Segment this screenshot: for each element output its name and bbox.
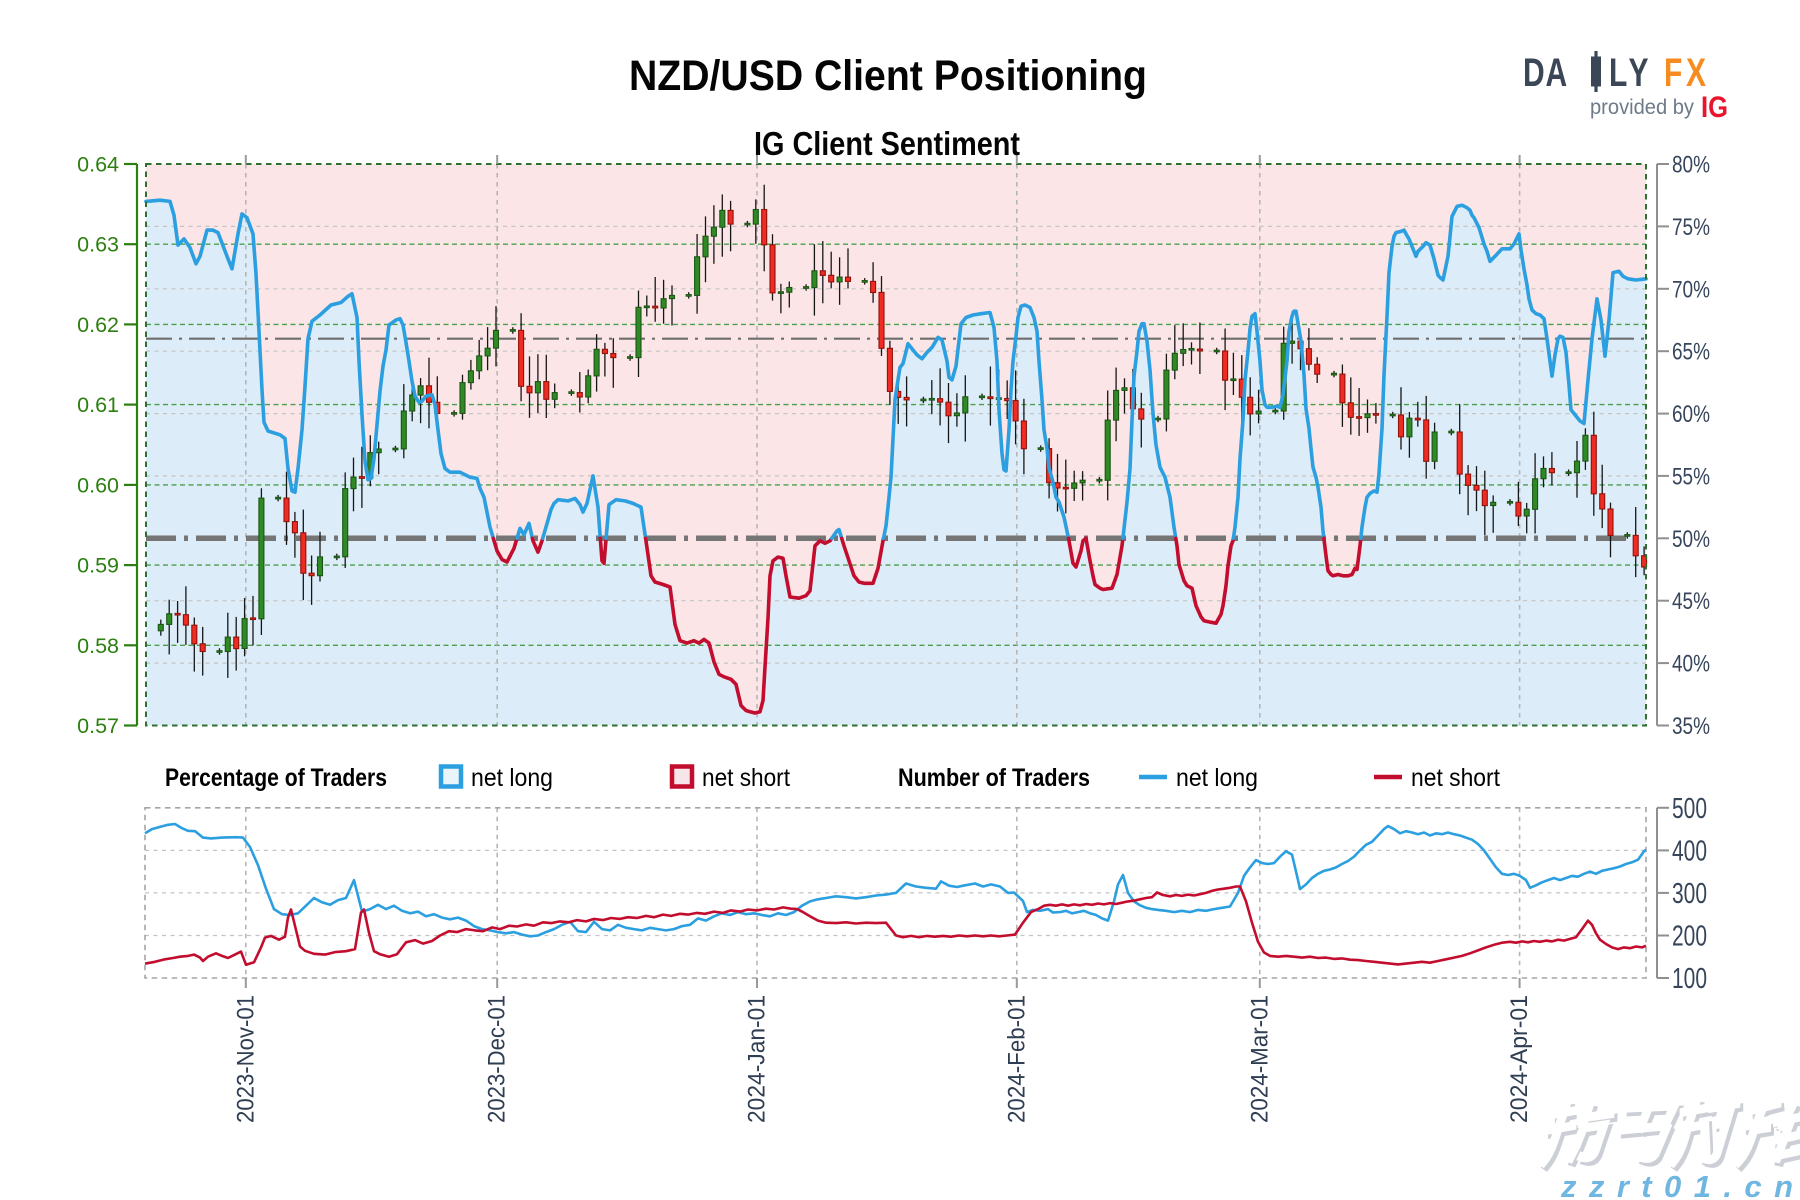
svg-text:100: 100	[1672, 963, 1707, 995]
svg-text:Percentage of Traders: Percentage of Traders	[165, 764, 387, 792]
svg-text:net long: net long	[471, 764, 553, 792]
svg-text:70%: 70%	[1672, 276, 1710, 303]
svg-text:net short: net short	[1411, 764, 1500, 792]
svg-text:35%: 35%	[1672, 713, 1710, 740]
svg-text:Y: Y	[1629, 51, 1649, 95]
svg-text:40%: 40%	[1672, 651, 1710, 678]
svg-text:IG Client Sentiment: IG Client Sentiment	[754, 125, 1020, 162]
svg-text:0.60: 0.60	[77, 473, 119, 497]
svg-text:55%: 55%	[1672, 463, 1710, 490]
svg-text:net long: net long	[1176, 764, 1258, 792]
svg-text:0.58: 0.58	[77, 634, 119, 658]
svg-text:X: X	[1686, 51, 1706, 95]
svg-text:2023-Dec-01: 2023-Dec-01	[484, 995, 511, 1123]
svg-text:0.63: 0.63	[77, 233, 119, 257]
svg-text:F: F	[1664, 51, 1682, 95]
svg-text:300: 300	[1672, 878, 1707, 910]
svg-text:0.59: 0.59	[77, 554, 119, 578]
svg-text:2024-Mar-01: 2024-Mar-01	[1246, 995, 1273, 1123]
svg-text:2023-Nov-01: 2023-Nov-01	[232, 995, 259, 1123]
svg-text:2024-Apr-01: 2024-Apr-01	[1506, 995, 1533, 1123]
svg-text:500: 500	[1672, 793, 1707, 825]
svg-text:80%: 80%	[1672, 152, 1710, 179]
svg-text:75%: 75%	[1672, 214, 1710, 241]
svg-text:45%: 45%	[1672, 588, 1710, 615]
svg-text:0.57: 0.57	[77, 714, 119, 738]
svg-text:65%: 65%	[1672, 339, 1710, 366]
svg-text:L: L	[1609, 51, 1627, 95]
svg-text:0.64: 0.64	[77, 153, 119, 177]
svg-text:200: 200	[1672, 921, 1707, 953]
svg-text:D: D	[1523, 51, 1545, 95]
svg-text:50%: 50%	[1672, 526, 1710, 553]
svg-text:0.61: 0.61	[77, 393, 119, 417]
svg-text:net short: net short	[702, 764, 790, 792]
svg-text:IG: IG	[1701, 91, 1728, 124]
svg-text:NZD/USD Client Positioning: NZD/USD Client Positioning	[629, 52, 1147, 100]
svg-text:Number of Traders: Number of Traders	[898, 764, 1090, 792]
svg-text:A: A	[1546, 51, 1568, 95]
svg-text:60%: 60%	[1672, 401, 1710, 428]
svg-text:zzrt01.cn: zzrt01.cn	[1560, 1169, 1793, 1200]
svg-text:0.62: 0.62	[77, 313, 119, 337]
svg-text:400: 400	[1672, 835, 1707, 867]
svg-text:2024-Feb-01: 2024-Feb-01	[1003, 995, 1030, 1123]
svg-text:2024-Jan-01: 2024-Jan-01	[744, 995, 771, 1123]
svg-text:provided by: provided by	[1590, 96, 1694, 119]
